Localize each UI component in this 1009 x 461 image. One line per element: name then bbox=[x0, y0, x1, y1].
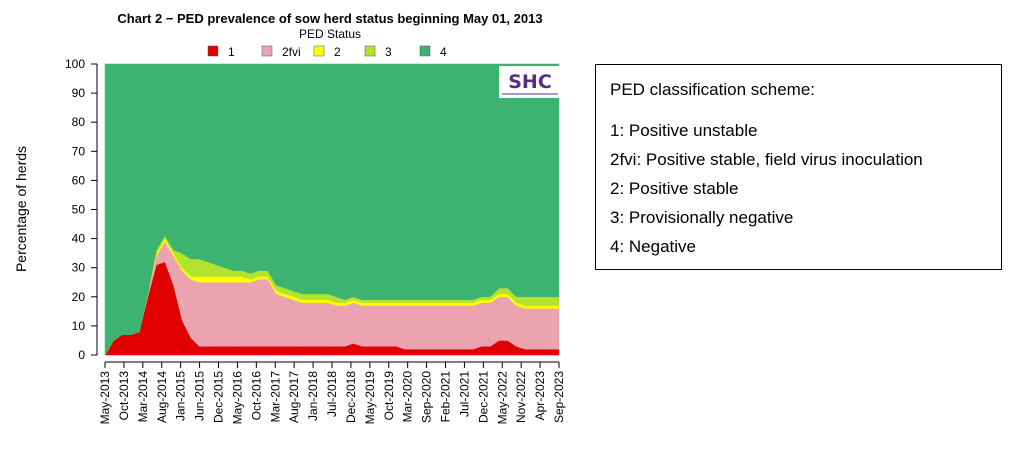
legend-label-1: 1 bbox=[228, 45, 235, 59]
legend-label-2fvi: 2fvi bbox=[282, 45, 301, 59]
logo-text: SHC bbox=[508, 71, 552, 93]
y-tick-label: 80 bbox=[72, 115, 86, 129]
legend-swatch-2 bbox=[313, 45, 325, 57]
legend-swatch-1 bbox=[207, 45, 219, 57]
y-tick-label: 70 bbox=[72, 144, 86, 158]
shc-logo: SHC bbox=[499, 66, 561, 98]
scheme-item-2: 2: Positive stable bbox=[610, 179, 739, 198]
y-tick-label: 50 bbox=[72, 203, 86, 217]
legend-swatch-3 bbox=[364, 45, 376, 57]
y-tick-label: 20 bbox=[72, 290, 86, 304]
chart-title: Chart 2 − PED prevalence of sow herd sta… bbox=[117, 11, 542, 26]
classification-scheme-box: PED classification scheme: 1: Positive u… bbox=[595, 64, 1002, 270]
y-tick-label: 60 bbox=[72, 173, 86, 187]
x-tick-label: May-2013 bbox=[98, 371, 112, 425]
series-area-4 bbox=[104, 63, 560, 356]
x-tick-label: Dec-2018 bbox=[344, 371, 358, 423]
y-axis: 0 10 20 30 40 50 60 70 80 90 100 bbox=[65, 57, 98, 362]
x-tick-label: Jun-2015 bbox=[193, 371, 207, 421]
x-tick-label: Dec-2015 bbox=[212, 371, 226, 423]
x-tick-label: Jul-2021 bbox=[457, 371, 471, 417]
scheme-item-3: 3: Provisionally negative bbox=[610, 208, 794, 227]
x-tick-label: Mar-2020 bbox=[401, 371, 415, 423]
x-tick-label: May-2016 bbox=[230, 371, 244, 425]
x-tick-label: Mar-2017 bbox=[268, 371, 282, 423]
y-tick-label: 40 bbox=[72, 232, 86, 246]
plot-area bbox=[104, 63, 560, 356]
x-tick-label: Jan-2015 bbox=[174, 371, 188, 421]
x-tick-label: Mar-2014 bbox=[136, 371, 150, 423]
x-tick-label: Sep-2020 bbox=[420, 371, 434, 423]
x-tick-label: May-2019 bbox=[363, 371, 377, 425]
x-tick-label: May-2022 bbox=[495, 371, 509, 425]
y-tick-label: 30 bbox=[72, 261, 86, 275]
logo-background bbox=[499, 66, 561, 98]
scheme-heading: PED classification scheme: bbox=[610, 80, 816, 99]
scheme-spacer bbox=[610, 104, 987, 116]
scheme-item-1: 1: Positive unstable bbox=[610, 121, 758, 140]
y-tick-label: 0 bbox=[78, 348, 85, 362]
x-tick-label: Jul-2018 bbox=[325, 371, 339, 417]
x-tick-label: Oct-2013 bbox=[117, 371, 131, 421]
x-tick-label: Nov-2022 bbox=[514, 371, 528, 423]
legend-swatch-2fvi bbox=[261, 45, 273, 57]
legend-label-3: 3 bbox=[385, 45, 392, 59]
y-tick-label: 10 bbox=[72, 319, 86, 333]
x-tick-label: Dec-2021 bbox=[476, 371, 490, 423]
x-tick-label: Aug-2014 bbox=[155, 371, 169, 423]
legend-label-2: 2 bbox=[334, 45, 341, 59]
y-tick-label: 90 bbox=[72, 86, 86, 100]
legend-title: PED Status bbox=[299, 27, 361, 41]
scheme-item-2fvi: 2fvi: Positive stable, field virus inocu… bbox=[610, 150, 923, 169]
legend-swatch-4 bbox=[419, 45, 431, 57]
x-tick-label: Aug-2017 bbox=[287, 371, 301, 423]
x-tick-label: Feb-2021 bbox=[439, 371, 453, 423]
x-tick-label: Apr-2023 bbox=[533, 371, 547, 421]
y-axis-title: Percentage of herds bbox=[13, 146, 29, 272]
x-tick-label: Sep-2023 bbox=[552, 371, 566, 423]
x-tick-label: Oct-2016 bbox=[249, 371, 263, 421]
y-tick-label: 100 bbox=[65, 57, 85, 71]
x-tick-label: Oct-2019 bbox=[382, 371, 396, 421]
scheme-item-4: 4: Negative bbox=[610, 237, 696, 256]
x-tick-label: Jan-2018 bbox=[306, 371, 320, 421]
legend: 1 2fvi 2 3 4 bbox=[207, 45, 447, 59]
legend-label-4: 4 bbox=[440, 45, 447, 59]
x-axis: May-2013 Oct-2013 Mar-2014 Aug-2014 Jan-2015… bbox=[98, 361, 566, 425]
